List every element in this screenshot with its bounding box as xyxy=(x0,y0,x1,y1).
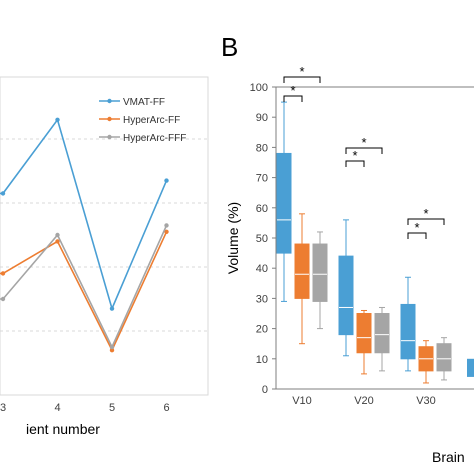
series-point xyxy=(0,296,6,302)
panel-a-gridlines xyxy=(0,138,208,332)
legend-label: HyperArc-FF xyxy=(123,115,180,126)
series-point xyxy=(0,271,6,276)
significance-bracket xyxy=(407,218,445,225)
panel-b-y-ticks: 0 10 20 30 40 50 60 70 80 90 100 xyxy=(250,82,276,396)
significance-bracket xyxy=(283,76,321,83)
legend-swatch-marker xyxy=(107,134,112,140)
y-tick-label: 90 xyxy=(256,112,268,124)
x-tick-label: V10 xyxy=(292,395,312,407)
box-body xyxy=(436,343,452,372)
series-point xyxy=(55,117,60,123)
y-tick-label: 100 xyxy=(250,82,268,94)
series-point xyxy=(55,232,60,238)
y-tick-label: 0 xyxy=(262,384,268,396)
significance-star: * xyxy=(290,83,295,98)
significance-star: * xyxy=(423,206,428,221)
box-body xyxy=(276,152,292,254)
y-tick-label: 10 xyxy=(256,354,268,366)
x-tick-label: 6 xyxy=(163,402,169,414)
y-tick-label: 30 xyxy=(256,293,268,305)
series-point xyxy=(55,239,60,244)
x-tick-label: 3 xyxy=(0,402,6,414)
panel-b-boxes xyxy=(276,101,474,384)
series-point xyxy=(109,344,115,350)
panel-a-legend: VMAT-FF HyperArc-FF HyperArc-FFF xyxy=(99,97,186,144)
panel-a-series xyxy=(0,117,169,353)
significance-star: * xyxy=(299,64,304,79)
y-tick-label: 80 xyxy=(256,142,268,154)
y-tick-label: 40 xyxy=(256,263,268,275)
x-tick-label: 4 xyxy=(54,402,60,414)
significance-bracket xyxy=(345,160,365,167)
panel-b-x-ticks: V10 V20 V30 xyxy=(292,395,436,407)
box-body xyxy=(374,313,390,354)
panel-b-significance: * * * * * * xyxy=(283,64,445,239)
legend-label: HyperArc-FFF xyxy=(123,133,186,144)
panel-a-frame xyxy=(0,76,209,396)
series-point xyxy=(109,348,115,353)
series-point xyxy=(164,229,169,234)
panel-a-x-axis-title: ient number xyxy=(26,421,100,437)
y-tick-label: 70 xyxy=(256,173,268,185)
series-point xyxy=(0,191,6,196)
significance-star: * xyxy=(414,220,419,235)
series-point xyxy=(109,306,115,311)
legend-swatch-marker xyxy=(107,116,112,122)
significance-bracket xyxy=(283,95,303,102)
significance-star: * xyxy=(361,135,366,150)
box-body xyxy=(338,255,354,336)
box-body xyxy=(294,243,310,299)
panel-b-label: B xyxy=(221,32,238,62)
legend-label: VMAT-FF xyxy=(123,97,165,108)
box-body xyxy=(400,303,416,360)
panel-b-y-axis-title: Volume (%) xyxy=(225,202,241,274)
y-tick-label: 50 xyxy=(256,233,268,245)
x-tick-label: V30 xyxy=(416,395,436,407)
panel-a-x-ticks: 3 4 5 6 xyxy=(0,402,170,414)
series-point xyxy=(164,178,169,183)
box-body xyxy=(312,243,328,302)
series-line xyxy=(0,231,168,353)
significance-bracket xyxy=(345,147,383,154)
x-tick-label: 5 xyxy=(109,402,115,414)
series-point xyxy=(164,223,169,228)
x-tick-label: V20 xyxy=(354,395,374,407)
box-body-partial xyxy=(467,358,474,377)
y-tick-label: 20 xyxy=(256,324,268,336)
y-tick-label: 60 xyxy=(256,203,268,215)
significance-star: * xyxy=(352,148,357,163)
significance-bracket xyxy=(407,232,427,239)
box-body xyxy=(356,313,372,354)
legend-swatch-marker xyxy=(107,98,112,104)
panel-b-x-axis-title: Brain xyxy=(432,449,465,465)
